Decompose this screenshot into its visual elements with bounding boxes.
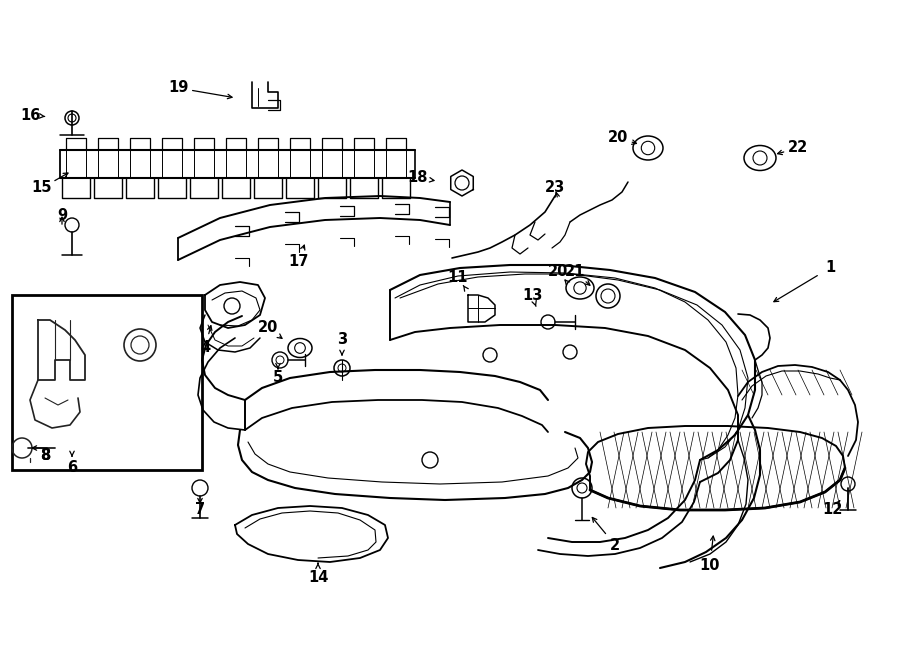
Text: 20: 20 <box>608 130 628 145</box>
Text: 5: 5 <box>273 371 284 385</box>
Text: 9: 9 <box>57 208 68 223</box>
Text: 15: 15 <box>32 180 52 196</box>
Text: 6: 6 <box>67 461 77 475</box>
Text: 23: 23 <box>544 180 565 196</box>
Text: 20: 20 <box>257 321 278 336</box>
Text: 14: 14 <box>308 570 328 586</box>
Text: 16: 16 <box>20 108 40 122</box>
Text: 3: 3 <box>337 332 347 348</box>
Text: 11: 11 <box>448 270 468 286</box>
Text: 1: 1 <box>825 260 835 276</box>
Text: 2: 2 <box>610 537 620 553</box>
Text: 8: 8 <box>40 447 50 463</box>
Text: 8: 8 <box>40 447 50 463</box>
Text: 20: 20 <box>548 264 568 280</box>
Text: 19: 19 <box>167 81 188 95</box>
Text: 22: 22 <box>788 141 808 155</box>
Text: 4: 4 <box>200 340 210 356</box>
Text: 12: 12 <box>822 502 842 518</box>
Bar <box>12 295 202 470</box>
Text: 21: 21 <box>565 264 585 280</box>
Text: 10: 10 <box>700 557 720 572</box>
Text: 13: 13 <box>522 288 542 303</box>
Text: 17: 17 <box>288 254 308 270</box>
Text: 7: 7 <box>195 502 205 518</box>
Text: 18: 18 <box>408 171 428 186</box>
